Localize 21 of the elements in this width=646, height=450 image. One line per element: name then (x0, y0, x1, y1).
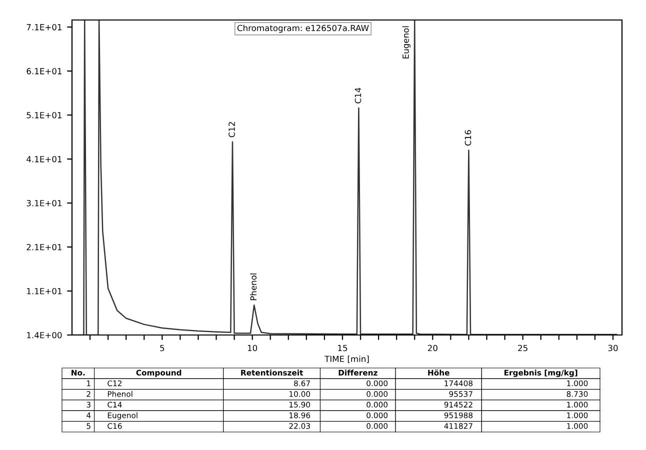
x-tick-label: 20 (428, 344, 438, 352)
y-tick-label: 7.1E+01 (26, 24, 62, 30)
y-tick-label: 4.1E+01 (26, 156, 62, 162)
x-tick-label: 15 (338, 344, 348, 352)
x-tick-label: 10 (248, 344, 258, 352)
annotation: Phenol (250, 274, 257, 300)
y-tick-label: 3.1E+01 (26, 200, 62, 206)
text: Chromatogram: e126507a.RAW (237, 24, 369, 33)
annotation: C12 (228, 122, 235, 138)
annotation: Eugenol (402, 26, 410, 58)
x-axis-title: TIME [min] (324, 356, 369, 363)
y-tick-label: 1.4E+00 (27, 332, 62, 338)
y-tick-label: 2.1E+01 (26, 244, 62, 250)
y-tick-label: 6.1E+01 (26, 68, 62, 74)
y-tick-label: 5.1E+01 (26, 112, 62, 118)
y-tick-label: 1.1E+01 (27, 288, 62, 294)
annotation: C14 (354, 88, 362, 104)
x-tick-label: 5 (160, 344, 164, 352)
x-tick-label: 25 (518, 344, 528, 352)
annotation: C16 (464, 130, 472, 146)
x-tick-label: 30 (608, 344, 618, 352)
